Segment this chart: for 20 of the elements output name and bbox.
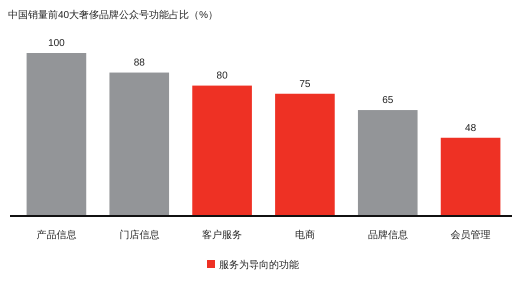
x-tick-label: 会员管理: [450, 229, 491, 241]
x-tick-label: 客户服务: [202, 229, 242, 241]
legend-label: 服务为导向的功能: [219, 259, 299, 271]
bar: [275, 94, 335, 216]
x-tick-label: 品牌信息: [368, 229, 408, 241]
data-label: 75: [299, 78, 311, 90]
bar: [26, 53, 86, 216]
bar: [440, 138, 500, 216]
data-label: 88: [134, 58, 146, 69]
data-label: 48: [465, 122, 477, 134]
bar: [358, 110, 418, 216]
bar: [109, 72, 170, 216]
bar: [192, 86, 252, 216]
data-label: 65: [382, 95, 394, 106]
data-label: 100: [48, 38, 66, 49]
chart-title: 中国销量前40大奢侈品牌公众号功能占比（%）: [8, 9, 218, 21]
x-tick-label: 产品信息: [36, 229, 76, 241]
x-tick-label: 门店信息: [119, 229, 160, 241]
x-tick-label: 电商: [294, 229, 315, 241]
data-label: 80: [216, 70, 228, 82]
